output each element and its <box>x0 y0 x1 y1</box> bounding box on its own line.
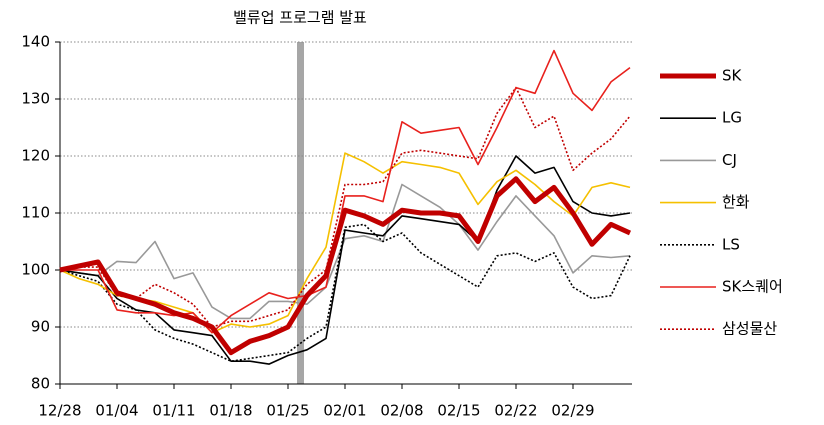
annotation: 밸류업 프로그램 발표 <box>233 9 367 27</box>
y-tick-label: 130 <box>21 90 50 108</box>
series-line <box>59 176 632 356</box>
x-tick-label: 01/25 <box>266 402 309 420</box>
legend-label: SK스퀘어 <box>722 278 783 296</box>
legend-label: SK <box>722 67 743 85</box>
y-tick-label: 100 <box>21 261 50 279</box>
event-band <box>297 42 304 384</box>
x-tick-label: 02/01 <box>323 402 366 420</box>
legend-label: CJ <box>722 151 737 169</box>
series-line <box>59 183 631 320</box>
legend-label: 한화 <box>722 193 750 211</box>
x-tick-label: 01/04 <box>95 402 138 420</box>
series-line <box>60 49 631 334</box>
y-tick-label: 110 <box>21 204 50 222</box>
y-tick-label: 140 <box>21 33 50 51</box>
series-line <box>59 223 631 362</box>
y-tick-label: 80 <box>31 375 50 393</box>
legend-label: LS <box>722 235 740 253</box>
x-tick-label: 02/29 <box>551 402 594 420</box>
y-tick-label: 120 <box>21 147 50 165</box>
x-tick-label: 01/11 <box>152 402 195 420</box>
x-tick-label: 01/18 <box>209 402 252 420</box>
series-line <box>59 86 631 328</box>
legend-label: LG <box>722 109 742 127</box>
x-tick-label: 02/08 <box>380 402 423 420</box>
series-line <box>59 155 631 365</box>
x-tick-label: 02/15 <box>437 402 480 420</box>
legend-label: 삼성물산 <box>722 320 777 338</box>
series-line <box>59 152 631 334</box>
y-tick-label: 90 <box>31 318 50 336</box>
x-tick-label: 02/22 <box>494 402 537 420</box>
x-tick-label: 12/28 <box>38 402 81 420</box>
